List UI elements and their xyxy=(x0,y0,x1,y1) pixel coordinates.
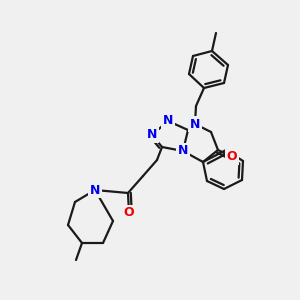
Text: N: N xyxy=(147,128,157,142)
Text: N: N xyxy=(178,145,188,158)
Text: O: O xyxy=(124,206,134,220)
Text: N: N xyxy=(163,115,173,128)
Text: N: N xyxy=(190,118,200,130)
Text: N: N xyxy=(90,184,100,196)
Text: O: O xyxy=(227,151,237,164)
